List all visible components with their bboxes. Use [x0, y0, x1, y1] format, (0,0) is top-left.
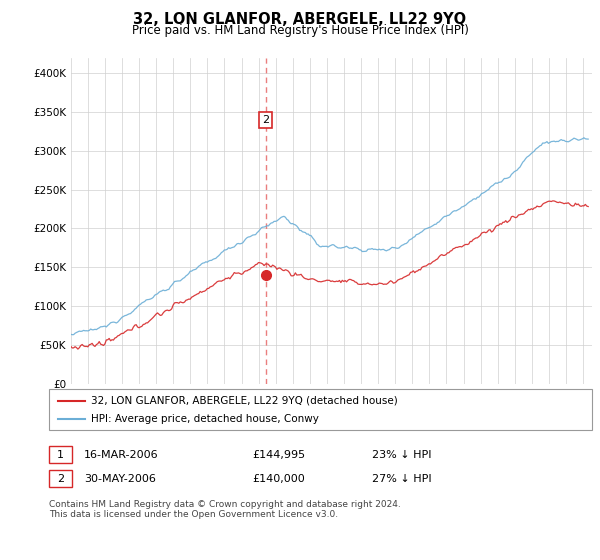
- Text: 1: 1: [57, 450, 64, 460]
- Text: 16-MAR-2006: 16-MAR-2006: [84, 450, 158, 460]
- Text: 2: 2: [57, 474, 64, 484]
- Text: Price paid vs. HM Land Registry's House Price Index (HPI): Price paid vs. HM Land Registry's House …: [131, 24, 469, 36]
- Text: £144,995: £144,995: [252, 450, 305, 460]
- Text: 23% ↓ HPI: 23% ↓ HPI: [372, 450, 431, 460]
- Text: 27% ↓ HPI: 27% ↓ HPI: [372, 474, 431, 484]
- Text: £140,000: £140,000: [252, 474, 305, 484]
- Text: 32, LON GLANFOR, ABERGELE, LL22 9YQ (detached house): 32, LON GLANFOR, ABERGELE, LL22 9YQ (det…: [91, 396, 398, 405]
- Text: 32, LON GLANFOR, ABERGELE, LL22 9YQ: 32, LON GLANFOR, ABERGELE, LL22 9YQ: [133, 12, 467, 27]
- Text: 2: 2: [262, 115, 269, 125]
- Text: HPI: Average price, detached house, Conwy: HPI: Average price, detached house, Conw…: [91, 414, 319, 423]
- Text: Contains HM Land Registry data © Crown copyright and database right 2024.
This d: Contains HM Land Registry data © Crown c…: [49, 500, 401, 519]
- Text: 30-MAY-2006: 30-MAY-2006: [84, 474, 156, 484]
